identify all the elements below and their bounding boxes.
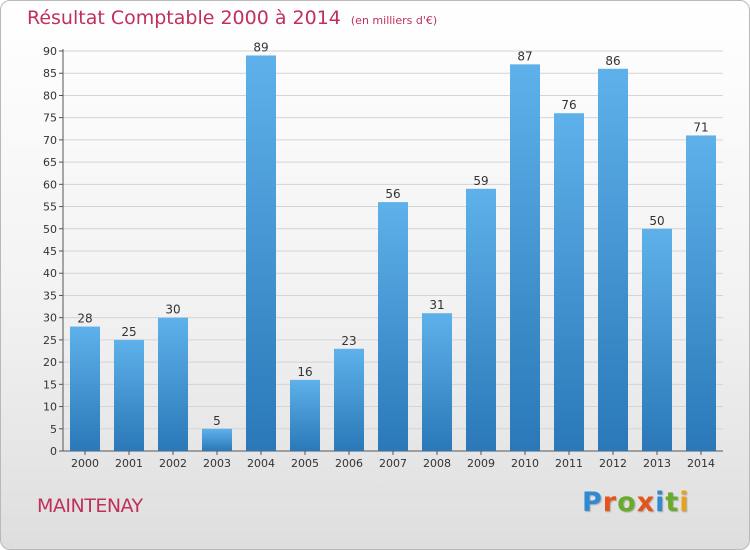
labels: 28 2000 25 2001 30 2002 5 2003 89 2004 16 2005 23 200… [71,40,715,470]
x-tick-label: 2000 [71,457,99,470]
y-tick-label: 35 [43,289,57,302]
logo-letter: i [655,487,666,518]
bar-value-label: 16 [297,365,312,379]
bar-value-label: 28 [77,312,92,326]
logo-letter: P [582,487,603,518]
bar-2008 [422,313,452,451]
bar-2010 [510,64,540,452]
x-tick-label: 2006 [335,457,363,470]
bar-2013 [642,228,672,451]
bar-2000 [70,326,100,451]
bar-value-label: 87 [517,49,532,63]
y-tick-label: 45 [43,245,57,258]
bar-2007 [378,202,408,451]
x-tick-label: 2004 [247,457,275,470]
x-tick-label: 2001 [115,457,143,470]
logo-letter: r [602,487,618,518]
logo-letter: o [617,487,637,518]
y-tick-label: 85 [43,67,57,80]
y-tick-label: 30 [43,312,57,325]
logo-letter: i [679,487,690,518]
bar-value-label: 23 [341,334,356,348]
chart-title-row: Résultat Comptable 2000 à 2014 (en millie… [27,7,437,29]
x-tick-label: 2009 [467,457,495,470]
y-tick-label: 40 [43,267,57,280]
bar-value-label: 76 [561,98,576,112]
bar-value-label: 30 [165,303,180,317]
x-tick-label: 2013 [643,457,671,470]
x-tick-label: 2002 [159,457,187,470]
chart-title: Résultat Comptable 2000 à 2014 [27,7,341,29]
y-tick-label: 65 [43,156,57,169]
bar-2003 [202,428,232,451]
bar-value-label: 89 [253,40,268,54]
y-tick-label: 60 [43,178,57,191]
y-tick-label: 75 [43,112,57,125]
bar-value-label: 5 [213,414,221,428]
x-tick-label: 2012 [599,457,627,470]
bar-2005 [290,379,320,451]
y-tick-label: 80 [43,89,57,102]
y-tick-label: 0 [50,445,57,458]
x-tick-label: 2014 [687,457,715,470]
bar-2001 [114,339,144,451]
y-tick-label: 55 [43,201,57,214]
bar-2014 [686,135,716,451]
x-tick-label: 2011 [555,457,583,470]
x-tick-label: 2005 [291,457,319,470]
x-tick-label: 2003 [203,457,231,470]
bar-value-label: 31 [429,298,444,312]
bar-2004 [246,55,276,451]
commune-name: MAINTENAY [37,495,143,517]
y-tick-label: 15 [43,378,57,391]
logo-letter: t [665,487,680,518]
bar-2002 [158,317,188,451]
y-tick-label: 50 [43,223,57,236]
bar-2009 [466,188,496,451]
proxiti-logo[interactable]: Proxiti [582,487,690,518]
x-tick-label: 2010 [511,457,539,470]
bar-2006 [334,348,364,451]
y-tick-label: 25 [43,334,57,347]
x-tick-label: 2007 [379,457,407,470]
logo-letter: x [636,487,656,518]
x-tick-label: 2008 [423,457,451,470]
bar-value-label: 25 [121,325,136,339]
bar-2012 [598,68,628,452]
bar-value-label: 50 [649,214,664,228]
bar-2011 [554,113,584,451]
y-tick-label: 5 [50,423,57,436]
y-tick-label: 10 [43,401,57,414]
bar-value-label: 71 [693,120,708,134]
bar-value-label: 59 [473,174,488,188]
y-tick-label: 90 [43,45,57,58]
chart-subtitle: (en milliers d'€) [350,14,438,27]
bar-value-label: 86 [605,54,620,68]
y-tick-label: 70 [43,134,57,147]
y-tick-label: 20 [43,356,57,369]
bars [70,55,716,452]
bar-value-label: 56 [385,187,400,201]
